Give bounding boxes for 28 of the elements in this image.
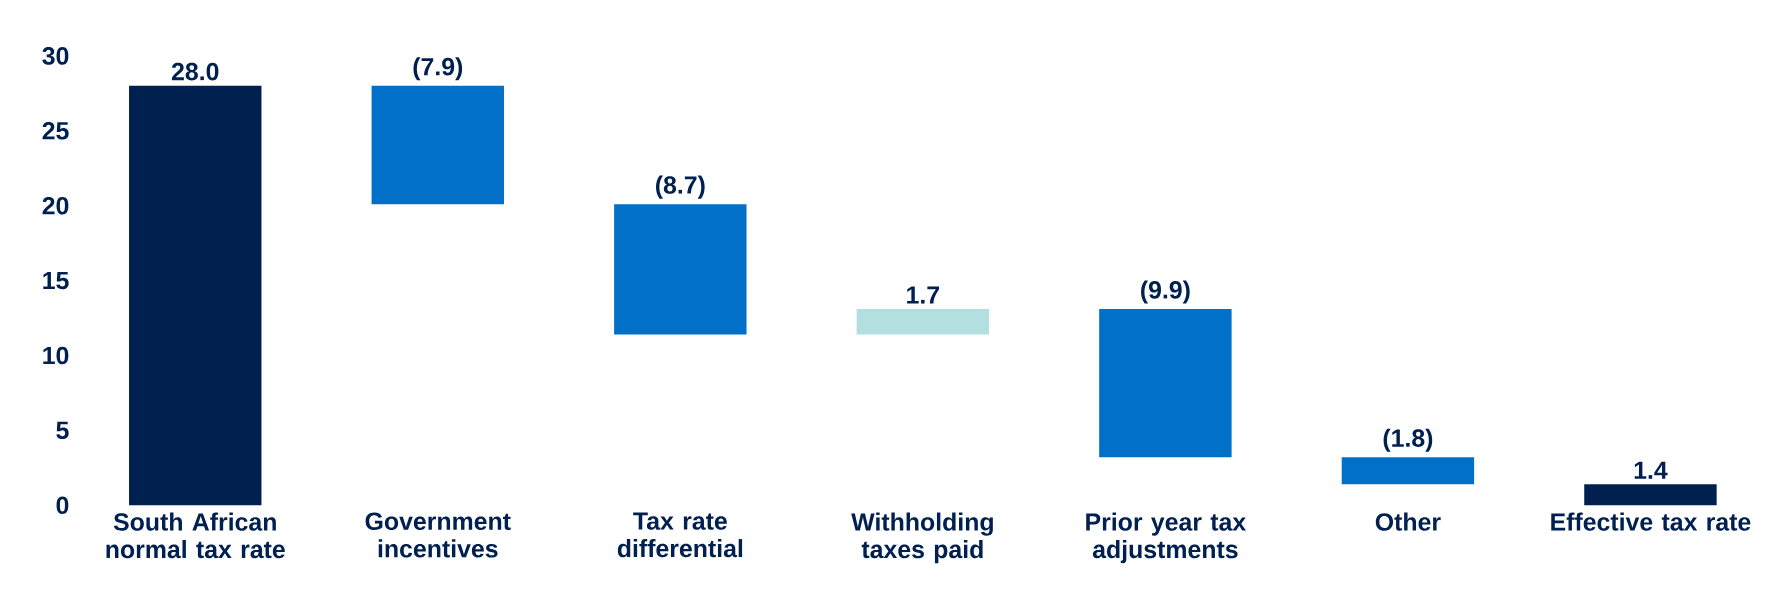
bar	[614, 204, 747, 335]
y-tick-label: 20	[42, 197, 69, 215]
bar	[1099, 309, 1232, 458]
y-tick-label: 30	[42, 47, 69, 65]
x-tick-label: Government incentives	[365, 512, 511, 558]
data-label: 1.4	[1634, 461, 1668, 480]
data-label: 28.0	[171, 62, 219, 81]
x-tick-label: South African normal tax rate	[106, 512, 285, 559]
x-tick-label: Other	[1375, 512, 1441, 531]
x-tick-label: Tax rate differential	[617, 512, 743, 558]
bar	[1341, 457, 1475, 485]
x-tick-label: Prior year tax adjustments	[1086, 512, 1246, 564]
data-label: 1.7	[907, 286, 940, 304]
data-label: (8.7)	[656, 175, 705, 199]
bar	[1584, 484, 1717, 506]
data-label: (9.9)	[1141, 280, 1190, 304]
y-tick-label: 0	[56, 496, 69, 515]
x-tick-label: Effective tax rate	[1551, 512, 1751, 531]
y-tick-label: 25	[42, 122, 69, 140]
x-tick-label: Withholding taxes paid	[851, 512, 993, 564]
data-label: (7.9)	[413, 57, 463, 81]
bar	[371, 86, 504, 205]
bar	[129, 86, 262, 506]
y-tick-label: 10	[43, 346, 69, 365]
data-label: (1.8)	[1383, 428, 1433, 453]
bar	[856, 309, 990, 335]
y-tick-label: 15	[43, 272, 69, 290]
y-tick-label: 5	[56, 421, 69, 440]
